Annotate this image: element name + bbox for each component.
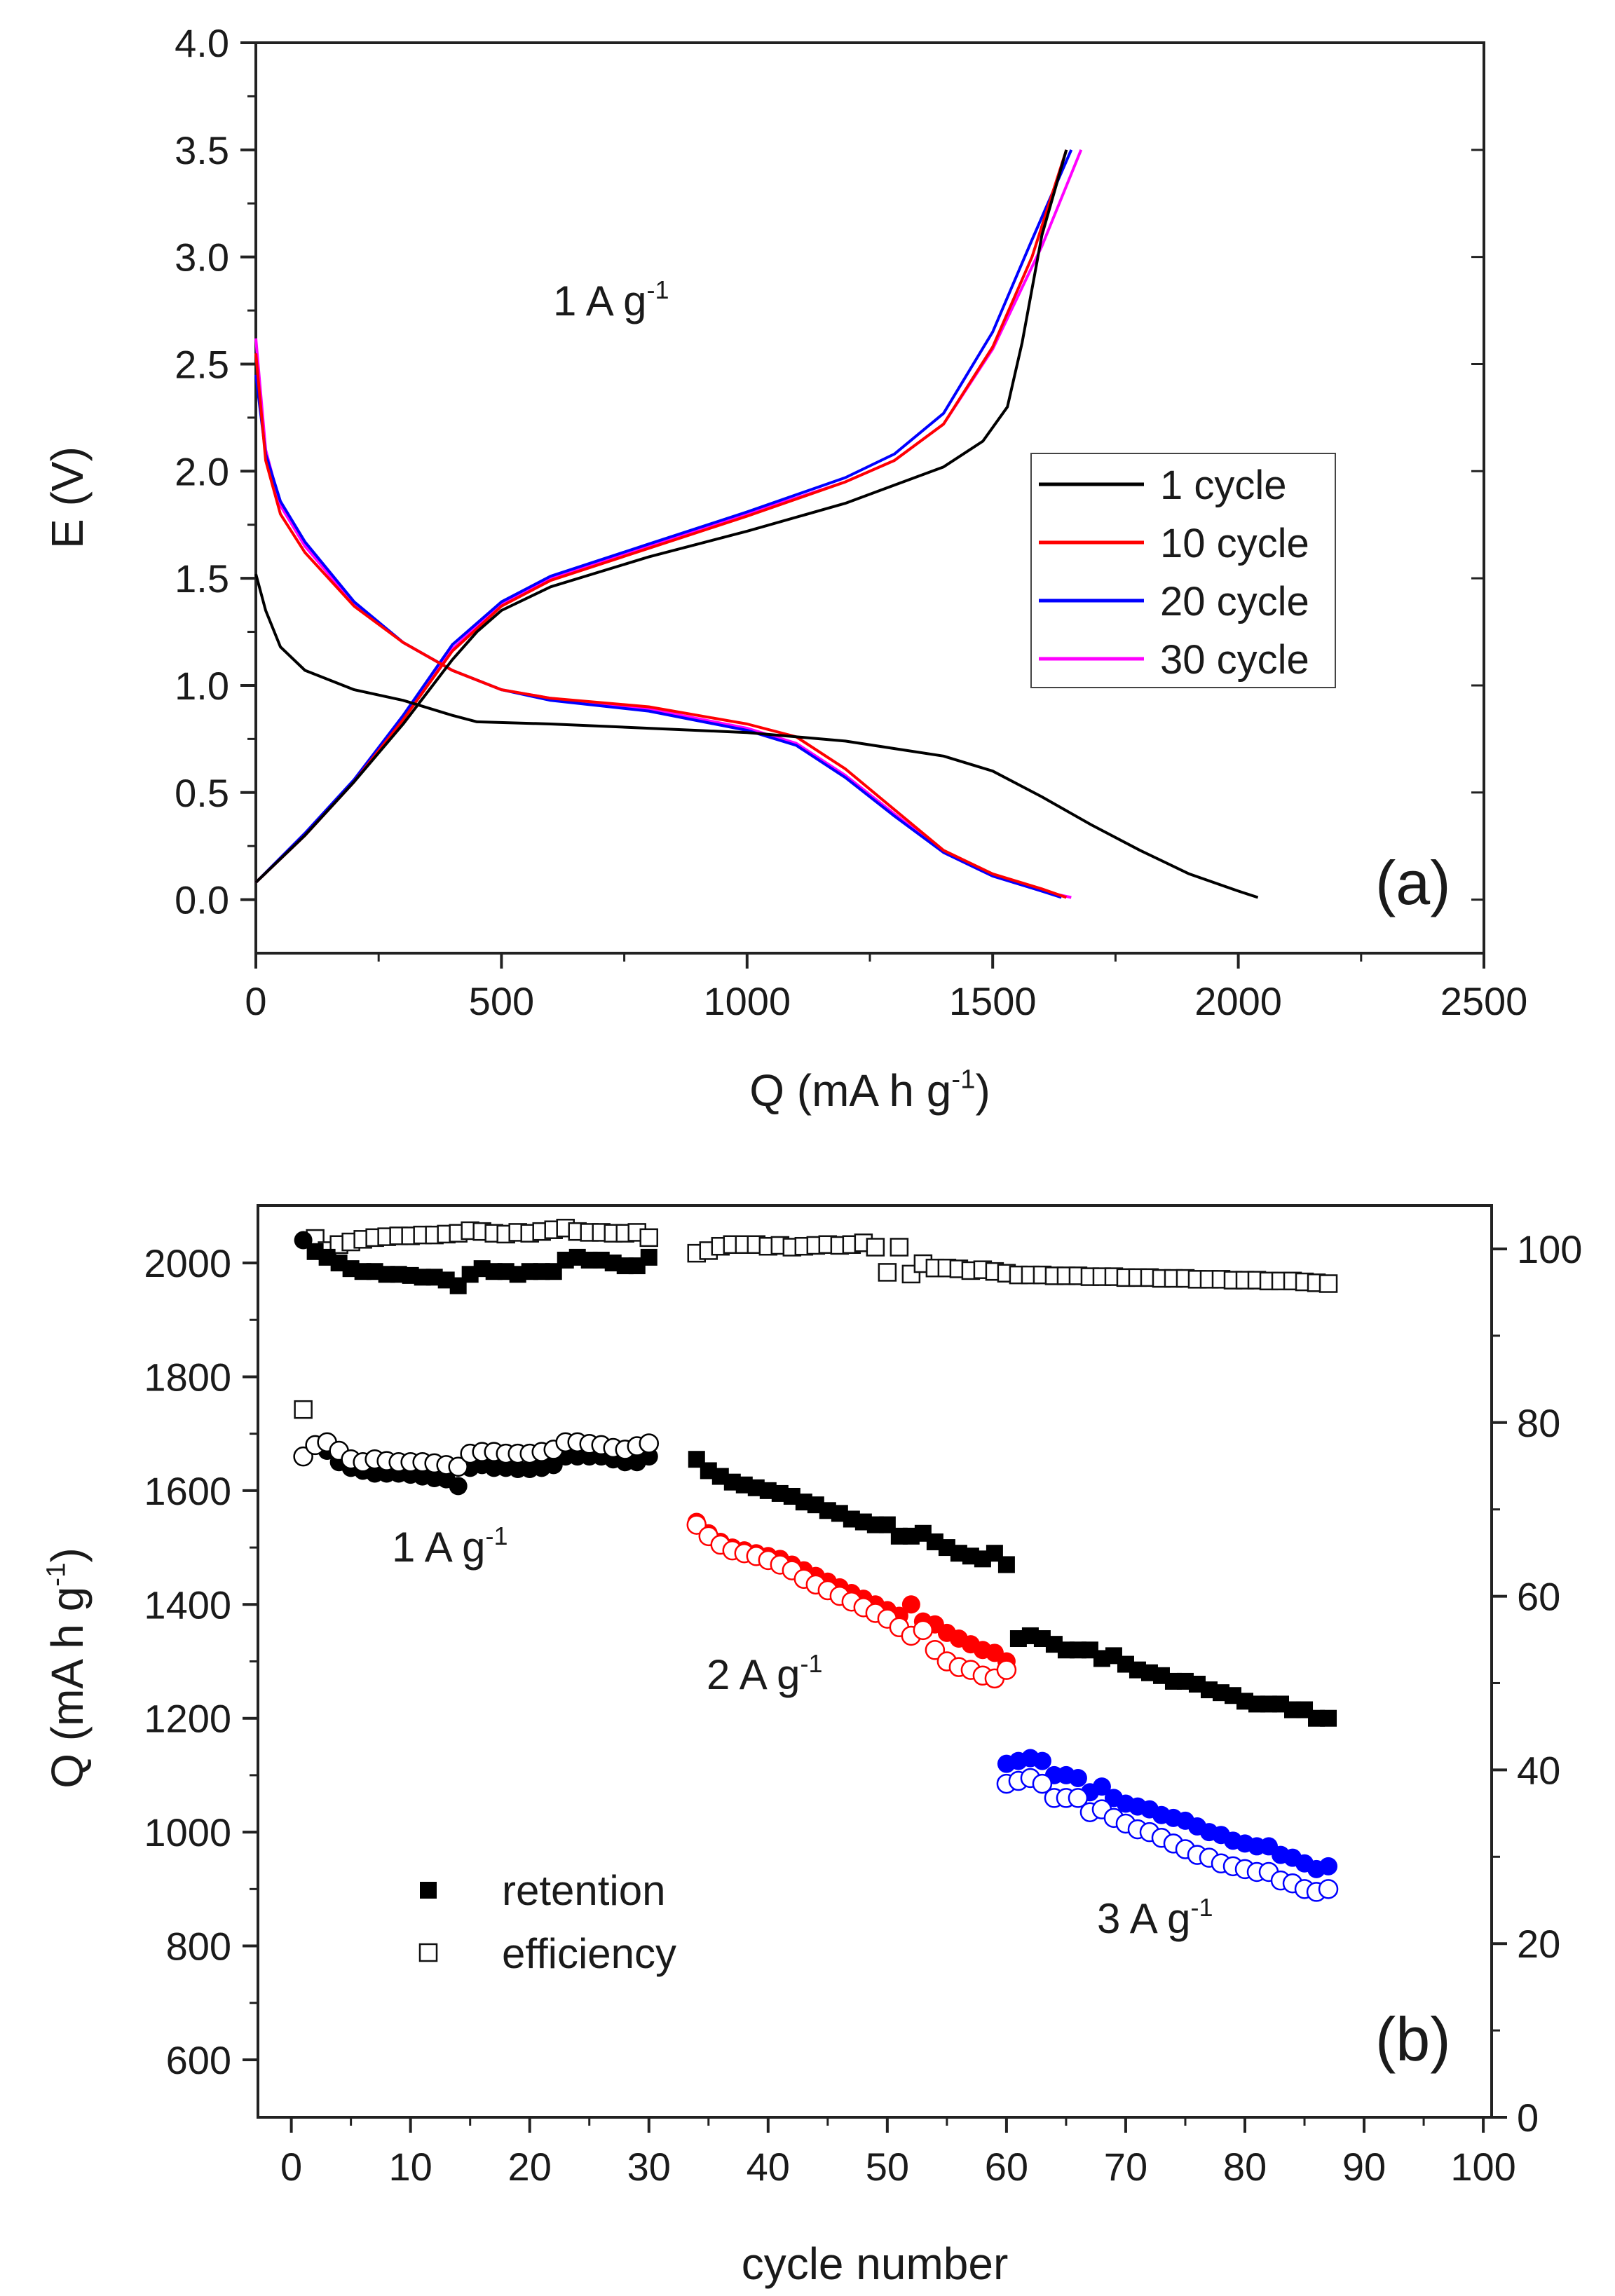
rate-annotation: 1 A g-1 [392,1522,508,1571]
x-tick-label: 30 [627,2145,671,2189]
x-tick-label: 1500 [949,979,1037,1023]
efficiency-marker [878,1263,897,1282]
capacity-open-marker [1032,1773,1053,1794]
legend-label: 30 cycle [1160,637,1309,683]
y-tick-label: 1.5 [175,556,229,601]
rate-annotation: 2 A g-1 [707,1649,823,1698]
efficiency-marker [639,1228,659,1248]
x-tick-label: 20 [508,2145,552,2189]
capacity-open-marker [293,1446,313,1467]
y-tick-label: 1800 [144,1355,231,1399]
x-tick-label: 2500 [1440,979,1528,1023]
x-tick-label: 50 [866,2145,909,2189]
x-tick-label: 90 [1342,2145,1386,2189]
y2-tick-label: 20 [1517,1922,1560,1966]
x-tick-label: 2000 [1194,979,1282,1023]
x-tick-label: 0 [280,2145,302,2189]
x-axis-label: Q (mA h g-1) [749,1064,990,1116]
efficiency-marker [890,1238,909,1257]
x-tick-label: 10 [389,2145,432,2189]
capacity-filled-marker [901,1595,920,1614]
y-axis-label: Q (mA h g-1) [41,1547,93,1789]
capacity-open-marker [1068,1788,1089,1808]
y-tick-label: 3.5 [175,128,229,172]
panel-label: (b) [1375,2004,1451,2074]
rate-annotation: 1 A g-1 [553,275,669,324]
legend-box [1030,453,1336,688]
y-tick-label: 4.0 [175,21,229,65]
y2-tick-label: 80 [1517,1401,1560,1445]
y-tick-label: 2.0 [175,449,229,493]
y-tick-label: 3.0 [175,235,229,280]
capacity-open-marker [448,1456,468,1477]
y-tick-label: 2000 [144,1241,231,1285]
x-axis-label: cycle number [742,2239,1009,2289]
x-tick-label: 1000 [704,979,791,1023]
legend-label: efficiency [502,1930,676,1977]
rate-annotation: 3 A g-1 [1097,1893,1213,1942]
x-tick-label: 100 [1450,2145,1515,2189]
legend: retention efficiency [418,1867,676,1977]
x-tick-label: 70 [1104,2145,1147,2189]
legend-efficiency-marker [418,1943,438,1962]
y-tick-label: 1400 [144,1583,231,1627]
capacity-filled-marker [1092,1777,1111,1796]
y-tick-label: 800 [166,1925,231,1969]
retention-marker [1320,1709,1337,1727]
legend-label: retention [502,1867,666,1914]
x-tick-label: 80 [1223,2145,1267,2189]
efficiency-marker [1318,1274,1338,1293]
series-20-cycle-charge-line [254,149,1073,884]
y-tick-label: 600 [166,2038,231,2082]
retention-marker [997,1556,1015,1573]
capacity-open-marker [1318,1879,1339,1899]
chart-a-discharge-charge-curves: 0 500 1000 1500 2000 2500 0.0 0.5 1.0 1.5 2.0 2.5 3.… [42,21,1528,1116]
y-tick-label: 2.5 [175,342,229,386]
x-tick-label: 40 [747,2145,790,2189]
legend-retention-marker [420,1882,437,1899]
y-axis-label: E (V) [42,446,93,549]
series-10-cycle-discharge-line [254,353,1067,899]
x-tick-label: 500 [469,979,534,1023]
capacity-filled-marker [1033,1751,1051,1770]
y-tick-label: 1200 [144,1697,231,1741]
y2-tick-label: 0 [1517,2096,1539,2140]
x-tick-label: 60 [985,2145,1028,2189]
y2-tick-label: 60 [1517,1575,1560,1619]
y-tick-label: 0.0 [175,878,229,922]
y2-tick-label: 40 [1517,1748,1560,1792]
y2-tick-label: 100 [1517,1227,1582,1271]
series-1-cycle-charge-line [254,149,1068,884]
capacity-open-marker [925,1640,946,1660]
series-1-cycle-discharge-line [254,573,1259,899]
legend-label: 20 cycle [1160,579,1309,624]
y-tick-label: 0.5 [175,771,229,815]
legend: 1 cycle 10 cycle 20 cycle 30 cycle [1030,453,1336,688]
efficiency-marker [866,1238,885,1257]
y-tick-label: 1600 [144,1469,231,1513]
x-tick-label: 0 [245,979,266,1023]
capacity-filled-marker [1319,1857,1338,1875]
series-20-cycle-discharge-line [254,374,1062,899]
capacity-filled-marker [449,1477,468,1496]
retention-marker [640,1248,657,1266]
capacity-open-marker [639,1433,660,1454]
plot-frame [257,1204,1493,2119]
capacity-filled-marker [1068,1768,1087,1787]
y-tick-label: 1.0 [175,664,229,708]
legend-label: 1 cycle [1160,463,1287,508]
capacity-open-marker [996,1660,1017,1680]
efficiency-marker [294,1400,313,1419]
capacity-open-marker [686,1515,707,1535]
y-tick-label: 1000 [144,1810,231,1854]
panel-label: (a) [1375,848,1451,917]
capacity-open-marker [913,1620,934,1641]
legend-label: 10 cycle [1160,521,1309,566]
